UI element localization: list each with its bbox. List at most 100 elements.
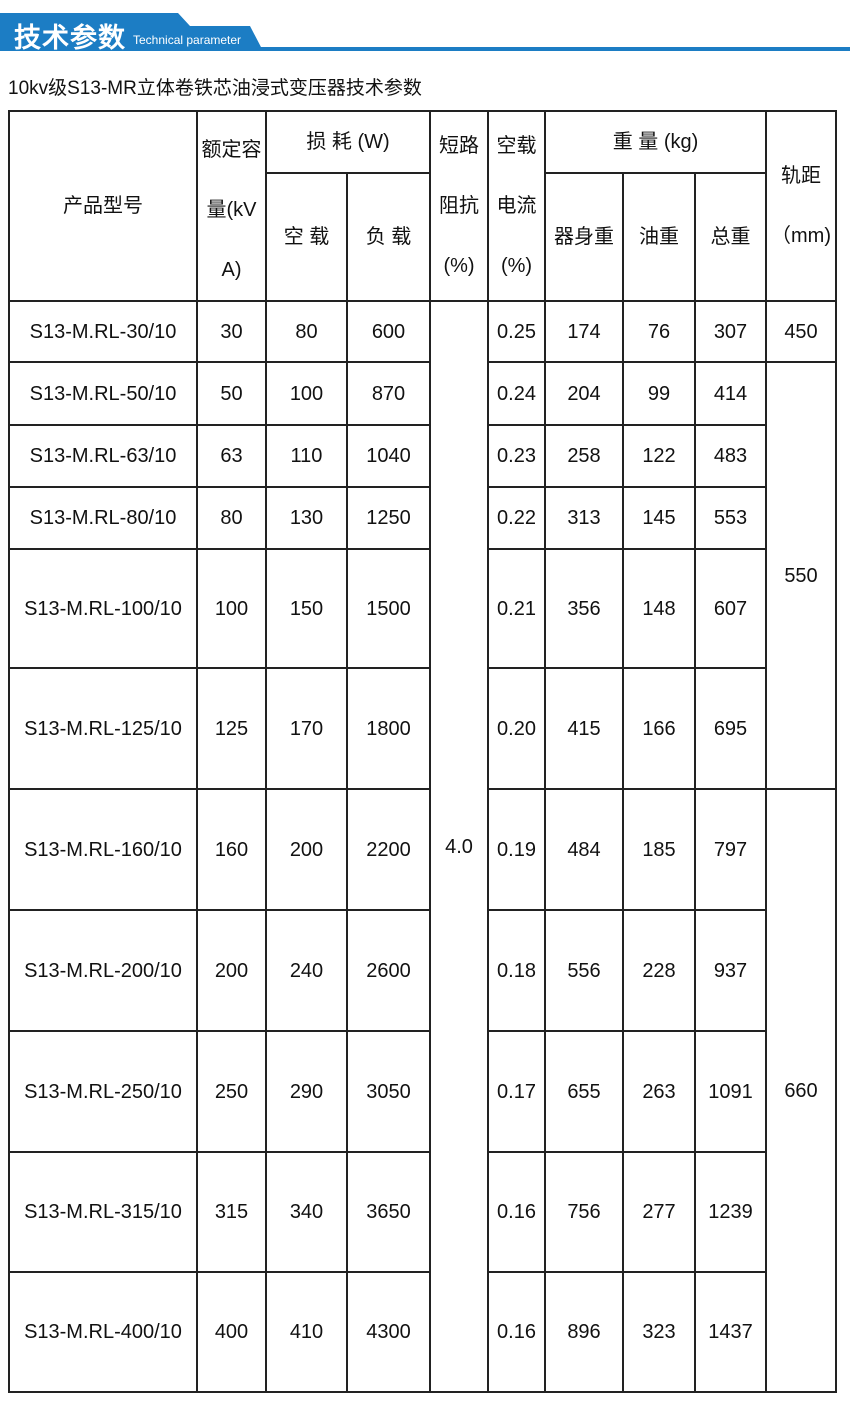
cell-current: 0.25: [487, 300, 546, 363]
cell-weight-total: 483: [694, 424, 767, 488]
cell-loss-noload: 150: [265, 548, 348, 669]
cell-model: S13-M.RL-63/10: [8, 424, 198, 488]
cell-loss-load: 2200: [346, 788, 431, 911]
cell-weight-oil: 99: [622, 361, 696, 426]
cell-gauge: 660: [765, 788, 837, 1393]
cell-capacity: 400: [196, 1271, 267, 1393]
cell-weight-total: 307: [694, 300, 767, 363]
cell-capacity: 100: [196, 548, 267, 669]
cell-model: S13-M.RL-160/10: [8, 788, 198, 911]
cell-loss-noload: 170: [265, 667, 348, 790]
cell-capacity: 50: [196, 361, 267, 426]
cell-weight-total: 607: [694, 548, 767, 669]
cell-capacity: 63: [196, 424, 267, 488]
cell-loss-load: 1040: [346, 424, 431, 488]
cell-loss-load: 3650: [346, 1151, 431, 1273]
cell-loss-load: 600: [346, 300, 431, 363]
cell-loss-load: 1500: [346, 548, 431, 669]
cell-weight-total: 695: [694, 667, 767, 790]
cell-current: 0.24: [487, 361, 546, 426]
table-row: S13-M.RL-400/10 400 410 4300 0.16 896 323 1437: [8, 1271, 836, 1393]
section-banner: 技术参数 Technical parameter: [0, 0, 850, 53]
cell-weight-body: 896: [544, 1271, 624, 1393]
header-current: 空载电流(%): [487, 110, 546, 302]
cell-weight-body: 655: [544, 1030, 624, 1153]
cell-current: 0.20: [487, 667, 546, 790]
header-weight: 重 量 (kg): [544, 110, 767, 174]
cell-model: S13-M.RL-315/10: [8, 1151, 198, 1273]
cell-capacity: 200: [196, 909, 267, 1032]
cell-loss-noload: 340: [265, 1151, 348, 1273]
cell-weight-total: 414: [694, 361, 767, 426]
cell-weight-body: 204: [544, 361, 624, 426]
cell-capacity: 250: [196, 1030, 267, 1153]
cell-current: 0.18: [487, 909, 546, 1032]
cell-weight-total: 1091: [694, 1030, 767, 1153]
cell-model: S13-M.RL-200/10: [8, 909, 198, 1032]
cell-weight-oil: 185: [622, 788, 696, 911]
cell-model: S13-M.RL-250/10: [8, 1030, 198, 1153]
cell-weight-body: 756: [544, 1151, 624, 1273]
cell-loss-noload: 200: [265, 788, 348, 911]
cell-loss-load: 3050: [346, 1030, 431, 1153]
cell-weight-body: 415: [544, 667, 624, 790]
cell-loss-load: 2600: [346, 909, 431, 1032]
cell-impedance: 4.0: [429, 300, 489, 1393]
cell-gauge: 450: [765, 300, 837, 363]
cell-weight-body: 484: [544, 788, 624, 911]
cell-weight-body: 356: [544, 548, 624, 669]
cell-weight-oil: 166: [622, 667, 696, 790]
banner-line: [0, 47, 850, 51]
cell-model: S13-M.RL-400/10: [8, 1271, 198, 1393]
cell-weight-total: 937: [694, 909, 767, 1032]
cell-weight-body: 556: [544, 909, 624, 1032]
cell-weight-total: 553: [694, 486, 767, 550]
cell-loss-load: 1800: [346, 667, 431, 790]
cell-gauge: 550: [765, 361, 837, 790]
cell-weight-oil: 76: [622, 300, 696, 363]
cell-current: 0.21: [487, 548, 546, 669]
header-weight-oil: 油重: [622, 171, 696, 303]
cell-current: 0.16: [487, 1151, 546, 1273]
cell-weight-oil: 145: [622, 486, 696, 550]
cell-capacity: 30: [196, 300, 267, 363]
cell-weight-body: 313: [544, 486, 624, 550]
header-loss-noload: 空 载: [265, 171, 348, 303]
header-loss: 损 耗 (W): [265, 110, 431, 174]
cell-weight-oil: 228: [622, 909, 696, 1032]
cell-current: 0.17: [487, 1030, 546, 1153]
cell-loss-noload: 100: [265, 361, 348, 426]
header-gauge: 轨距（mm): [765, 110, 837, 302]
header-loss-load: 负 载: [346, 171, 431, 303]
cell-weight-oil: 148: [622, 548, 696, 669]
cell-weight-total: 1437: [694, 1271, 767, 1393]
cell-loss-noload: 130: [265, 486, 348, 550]
table-row: S13-M.RL-160/10 160 200 2200 0.19 484 185 797 66…: [8, 788, 837, 1393]
cell-model: S13-M.RL-125/10: [8, 667, 198, 790]
header-impedance: 短路阻抗(%): [429, 110, 489, 302]
cell-loss-load: 1250: [346, 486, 431, 550]
cell-capacity: 160: [196, 788, 267, 911]
cell-model: S13-M.RL-30/10: [8, 300, 198, 363]
header-model: 产品型号: [8, 110, 198, 302]
table-row: S13-M.RL-63/10 63 110 1040 0.23 258 122 483: [8, 424, 836, 488]
table-row: S13-M.RL-30/10 30 80 600 4.0 0.25 174 76 307 450: [8, 300, 837, 1393]
cell-model: S13-M.RL-50/10: [8, 361, 198, 426]
cell-loss-noload: 410: [265, 1271, 348, 1393]
cell-loss-noload: 240: [265, 909, 348, 1032]
banner-title: 技术参数: [14, 23, 126, 53]
cell-current: 0.19: [487, 788, 546, 911]
cell-weight-oil: 122: [622, 424, 696, 488]
cell-model: S13-M.RL-80/10: [8, 486, 198, 550]
banner-subtitle: Technical parameter: [133, 33, 242, 47]
table-row: S13-M.RL-50/10 50 100 870 0.24 204 99 414 550: [8, 361, 837, 790]
table-row: S13-M.RL-80/10 80 130 1250 0.22 313 145 553: [8, 486, 836, 550]
cell-capacity: 315: [196, 1151, 267, 1273]
cell-loss-load: 4300: [346, 1271, 431, 1393]
cell-weight-body: 174: [544, 300, 624, 363]
header-weight-total: 总重: [694, 171, 767, 303]
cell-loss-noload: 290: [265, 1030, 348, 1153]
cell-loss-load: 870: [346, 361, 431, 426]
cell-current: 0.23: [487, 424, 546, 488]
cell-weight-total: 1239: [694, 1151, 767, 1273]
